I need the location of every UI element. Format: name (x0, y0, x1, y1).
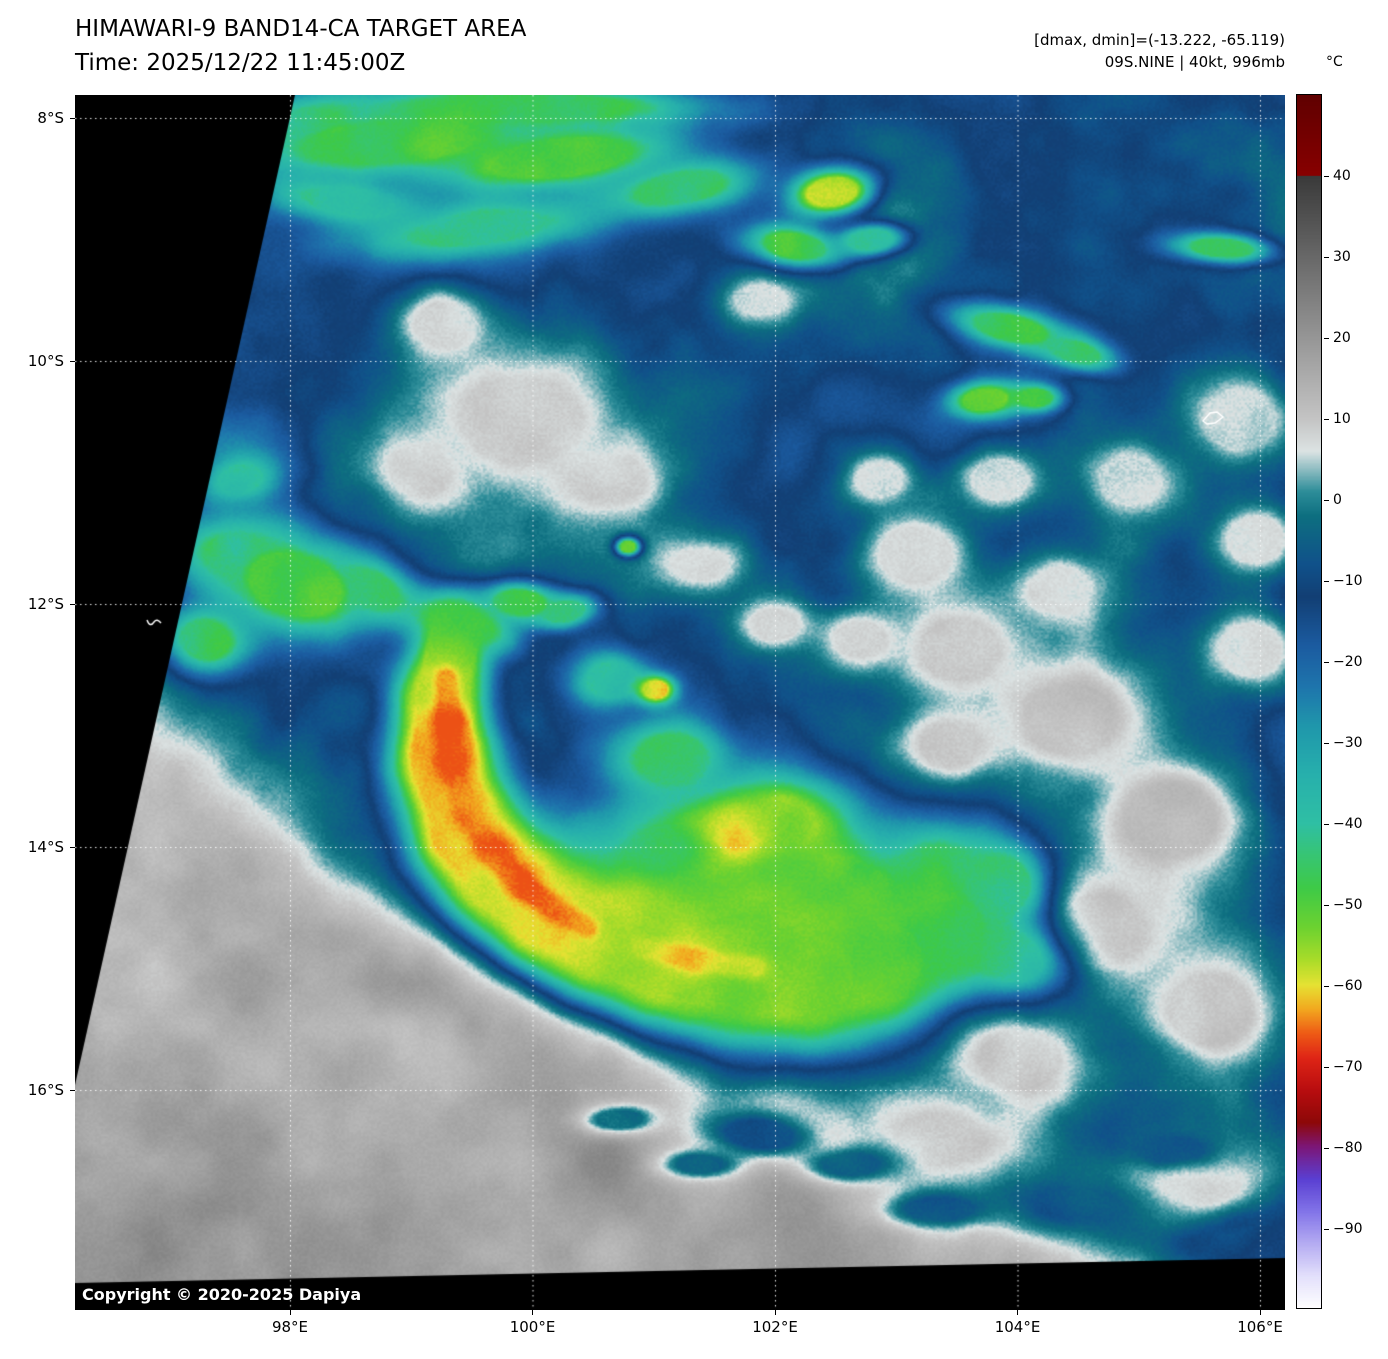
colorbar-tick-mark (1324, 904, 1329, 906)
colorbar-tick-label: −40 (1333, 816, 1363, 832)
colorbar-tick-label: 40 (1333, 168, 1351, 184)
colorbar-tick-label: 30 (1333, 249, 1351, 265)
lon-tick-mark (289, 1310, 291, 1315)
lon-tick-mark (1017, 1310, 1018, 1315)
lon-tick-label: 98°E (271, 1318, 309, 1336)
lat-tick-mark (70, 1089, 75, 1091)
dmax-dmin-readout: [dmax, dmin]=(-13.222, -65.119) (1034, 31, 1285, 49)
lat-tick-label: 14°S (27, 838, 64, 856)
lon-tick-mark (1259, 1310, 1261, 1315)
colorbar-tick-mark (1324, 1147, 1329, 1149)
lat-tick-mark (70, 846, 75, 848)
colorbar-canvas (1296, 94, 1322, 1309)
lon-tick-label: 102°E (752, 1318, 798, 1336)
colorbar-tick-label: −80 (1333, 1140, 1363, 1156)
colorbar-tick-mark (1324, 175, 1329, 177)
colorbar-tick-label: −50 (1333, 897, 1363, 913)
colorbar-tick-mark (1324, 661, 1329, 663)
colorbar-tick-mark (1324, 985, 1329, 987)
colorbar-unit-label: °C (1326, 54, 1343, 70)
lon-tick-label: 106°E (1237, 1318, 1283, 1336)
colorbar-tick-label: 20 (1333, 330, 1351, 346)
lat-tick-label: 16°S (27, 1081, 64, 1099)
colorbar-tick-mark (1324, 337, 1329, 339)
colorbar-tick-label: −70 (1333, 1059, 1363, 1075)
lat-tick-mark (70, 360, 75, 362)
colorbar-tick-label: 10 (1333, 411, 1351, 427)
colorbar-tick-mark (1324, 742, 1329, 744)
storm-info-readout: 09S.NINE | 40kt, 996mb (1104, 53, 1285, 71)
colorbar-tick-label: −30 (1333, 735, 1363, 751)
lon-tick-label: 104°E (994, 1318, 1041, 1336)
colorbar-tick-mark (1324, 418, 1329, 420)
colorbar-tick-label: −20 (1333, 654, 1363, 670)
colorbar-tick-mark (1324, 1228, 1329, 1230)
lat-tick-label: 12°S (27, 595, 64, 613)
figure-time-label: Time: 2025/12/22 11:45:00Z (75, 50, 406, 76)
colorbar-tick-label: −60 (1333, 978, 1363, 994)
lat-tick-mark (70, 117, 75, 119)
lat-tick-label: 8°S (37, 109, 64, 127)
lon-tick-label: 100°E (509, 1318, 556, 1336)
lon-tick-mark (774, 1310, 776, 1315)
colorbar-tick-mark (1324, 499, 1329, 501)
lat-tick-mark (70, 603, 75, 605)
lat-tick-label: 10°S (27, 352, 64, 370)
colorbar-tick-mark (1324, 256, 1329, 258)
lon-tick-mark (532, 1310, 533, 1315)
figure-title: HIMAWARI-9 BAND14-CA TARGET AREA (75, 16, 527, 42)
colorbar-tick-mark (1324, 580, 1329, 582)
colorbar-tick-label: −10 (1333, 573, 1363, 589)
colorbar-tick-label: −90 (1333, 1221, 1363, 1237)
map-grid-overlay-canvas (75, 95, 1285, 1310)
colorbar-tick-label: 0 (1333, 492, 1342, 508)
colorbar-tick-mark (1324, 823, 1329, 825)
colorbar-tick-mark (1324, 1066, 1329, 1068)
copyright-label: Copyright © 2020-2025 Dapiya (82, 1285, 362, 1304)
